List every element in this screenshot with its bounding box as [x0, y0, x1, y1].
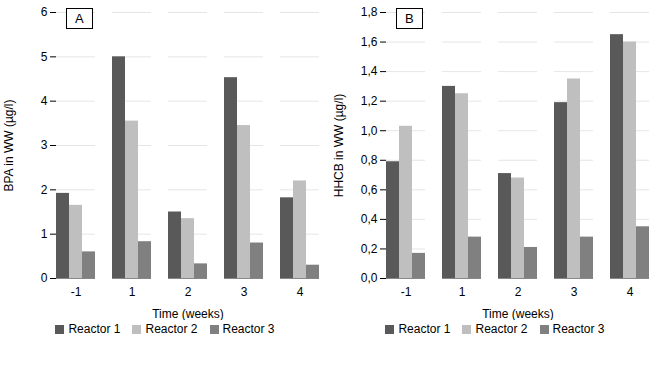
svg-text:0,8: 0,8 — [361, 153, 378, 167]
svg-text:0,4: 0,4 — [361, 212, 378, 226]
svg-text:1,0: 1,0 — [361, 124, 378, 138]
svg-text:6: 6 — [41, 5, 48, 19]
html-text:Reactor 2: Reactor 2 — [145, 322, 198, 336]
svg-text:1: 1 — [129, 285, 136, 299]
svg-text:2: 2 — [515, 285, 522, 299]
html-text:A: A — [75, 11, 84, 26]
html-text:Reactor 3: Reactor 3 — [222, 322, 275, 336]
svg-text:4: 4 — [297, 285, 304, 299]
html-text:B: B — [405, 11, 414, 26]
svg-text:BPA in WW (µg/l): BPA in WW (µg/l) — [2, 99, 16, 191]
svg-text:0,2: 0,2 — [361, 242, 378, 256]
svg-text:3: 3 — [241, 285, 248, 299]
svg-text:2: 2 — [185, 285, 192, 299]
svg-text:4: 4 — [627, 285, 634, 299]
svg-text:0,0: 0,0 — [361, 271, 378, 285]
svg-text:2: 2 — [41, 183, 48, 197]
svg-text:1,6: 1,6 — [361, 35, 378, 49]
svg-text:Time (weeks): Time (weeks) — [482, 307, 554, 321]
svg-text:1: 1 — [41, 227, 48, 241]
html-text:Reactor 1: Reactor 1 — [398, 322, 451, 336]
svg-text:1,8: 1,8 — [361, 5, 378, 19]
svg-text:HHCB in WW (µg/l): HHCB in WW (µg/l) — [332, 94, 346, 198]
svg-text:1,4: 1,4 — [361, 64, 378, 78]
svg-text:1,2: 1,2 — [361, 94, 378, 108]
html-text:Reactor 2: Reactor 2 — [475, 322, 528, 336]
svg-text:Time (weeks): Time (weeks) — [152, 307, 224, 321]
svg-text:5: 5 — [41, 50, 48, 64]
svg-text:0: 0 — [41, 271, 48, 285]
html-text:Reactor 3: Reactor 3 — [552, 322, 605, 336]
svg-text:3: 3 — [571, 285, 578, 299]
svg-text:1: 1 — [459, 285, 466, 299]
html-text:Reactor 1: Reactor 1 — [68, 322, 121, 336]
svg-text:-1: -1 — [401, 285, 412, 299]
svg-text:0,6: 0,6 — [361, 183, 378, 197]
svg-text:-1: -1 — [71, 285, 82, 299]
svg-text:3: 3 — [41, 138, 48, 152]
svg-text:4: 4 — [41, 94, 48, 108]
